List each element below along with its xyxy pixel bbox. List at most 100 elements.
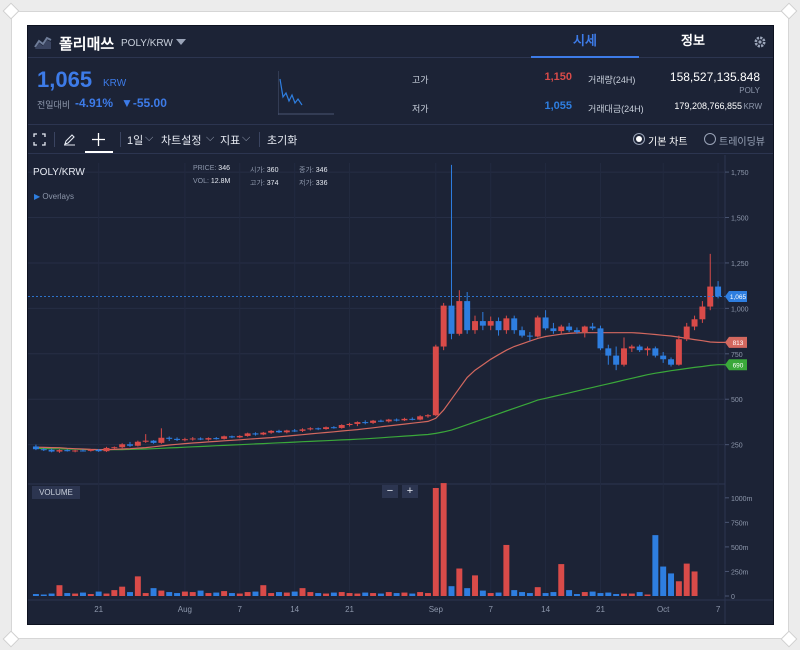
volume-bar	[197, 590, 204, 596]
crosshair-icon[interactable]	[91, 132, 106, 147]
candle-body	[385, 419, 392, 422]
change-label: 전일대비	[37, 100, 71, 110]
tradingview-label[interactable]: 트레이딩뷰	[719, 137, 765, 148]
volume-bar	[370, 593, 377, 596]
candle-body	[315, 428, 322, 430]
volume-bar	[221, 591, 228, 596]
candlestick-chart[interactable]: 1,750 1,500 1,250 1,000 750 500 250 1000m 750m 50…	[28, 155, 774, 625]
candle-body	[589, 326, 596, 329]
price-tick-label: 250	[731, 443, 743, 450]
zoom-out-button[interactable]: −	[382, 485, 398, 498]
candle-body	[87, 449, 94, 451]
ohlc-price-label: PRICE:	[193, 165, 217, 172]
change-amount: ▼-55.00	[121, 96, 167, 110]
high-value: 1,150	[544, 71, 572, 83]
chart-settings-menu[interactable]: 차트설정	[161, 135, 202, 147]
candle-body	[519, 330, 526, 336]
volume-bar	[166, 592, 173, 596]
candle-body	[119, 444, 126, 448]
candle-body	[181, 439, 188, 441]
change-rate: -4.91%	[75, 96, 114, 110]
candle-body	[64, 450, 71, 452]
volume-bar	[276, 592, 282, 596]
time-tick-label: Sep	[429, 605, 444, 614]
price-chart[interactable]: 1,750 1,500 1,250 1,000 750 500 250 1000m 750m 50…	[28, 155, 774, 625]
candle-body	[134, 441, 141, 446]
chevron-down-icon[interactable]: ⌵	[242, 132, 251, 144]
zoom-in-button[interactable]: +	[402, 485, 418, 498]
volume-bar	[315, 593, 322, 596]
candle-body	[628, 346, 635, 349]
price-panel: 1,065 KRW 전일대비 -4.91% ▼-55.00 고가 1,150 저…	[28, 59, 773, 125]
volume-bar	[64, 593, 71, 596]
volume-bar	[189, 592, 196, 596]
candle-body	[440, 305, 447, 347]
volume-bar	[299, 588, 306, 596]
indicators-menu[interactable]: 지표	[220, 135, 241, 147]
price-tick-label: 500	[731, 397, 743, 404]
volume-bar	[691, 571, 698, 596]
overlays-toggle[interactable]: ▶ Overlays	[34, 192, 74, 201]
exchange-app: 폴리매쓰 POLY/KRW 시세 정보 1,065 KRW 전일대비 -4.91…	[27, 25, 774, 625]
tab-quote[interactable]: 시세	[531, 26, 639, 58]
interval-select[interactable]: 1일	[127, 135, 144, 147]
volume-bar	[40, 594, 47, 596]
ohlc-low-value: 336	[315, 180, 328, 187]
volume-bar	[142, 593, 149, 596]
candle-body	[621, 348, 627, 365]
candle-body	[354, 422, 361, 424]
chevron-down-icon[interactable]: ⌵	[145, 132, 154, 144]
time-tick-label: Oct	[657, 605, 670, 614]
candle-body	[432, 346, 439, 416]
volume-label: 거래량(24H)	[588, 75, 636, 85]
price-tick-label: 750	[731, 352, 743, 359]
fullscreen-icon[interactable]	[32, 132, 47, 147]
candle-body	[79, 450, 86, 452]
current-price: 1,065	[37, 67, 93, 92]
volume-tick-label: 1000m	[731, 496, 753, 503]
chevron-down-icon[interactable]: ⌵	[206, 132, 215, 144]
tradingview-radio[interactable]	[704, 133, 716, 145]
volume-bar	[566, 590, 573, 596]
candle-body	[95, 449, 102, 452]
volume-bar	[174, 593, 181, 596]
tab-info[interactable]: 정보	[681, 33, 705, 48]
last-price-tag	[725, 291, 747, 303]
basic-chart-label[interactable]: 기본 차트	[648, 137, 688, 148]
candle-body	[103, 447, 110, 452]
ohlc-vol: VOL: 12.8M	[193, 178, 230, 185]
candle-body	[244, 433, 251, 436]
volume-bar	[228, 593, 235, 596]
candle-body	[644, 348, 651, 351]
chevron-down-icon[interactable]	[176, 39, 186, 45]
candle-body	[56, 450, 63, 452]
reset-button[interactable]: 초기화	[267, 135, 298, 147]
volume-bar	[291, 591, 298, 596]
candle-body	[205, 438, 212, 440]
volume-bar	[103, 593, 110, 596]
pencil-icon[interactable]	[62, 132, 77, 147]
time-tick-label: 14	[541, 605, 550, 614]
ma-long-line	[35, 364, 726, 451]
ohlc-open: 시가: 360	[250, 165, 278, 175]
market-pair[interactable]: POLY/KRW	[121, 38, 173, 49]
price-tick-label: 1,500	[731, 216, 749, 223]
candle-body	[479, 321, 486, 326]
basic-chart-radio[interactable]	[633, 133, 645, 145]
volume-bar	[597, 593, 604, 596]
time-tick-label: 14	[290, 605, 299, 614]
amount-unit: KRW	[743, 102, 762, 111]
time-tick-label: 7	[716, 605, 721, 614]
toolbar-divider	[54, 132, 55, 147]
volume-bar	[260, 585, 267, 596]
volume-bar	[79, 592, 86, 596]
volume-bar	[683, 563, 690, 596]
volume-bar	[377, 593, 384, 596]
volume-bar	[448, 586, 455, 596]
gear-icon[interactable]	[753, 35, 767, 49]
candle-body	[675, 339, 682, 365]
volume-bar	[48, 593, 55, 596]
candle-body	[377, 420, 384, 422]
ohlc-vol-value: 12.8M	[210, 178, 231, 185]
candle-body	[699, 306, 706, 320]
